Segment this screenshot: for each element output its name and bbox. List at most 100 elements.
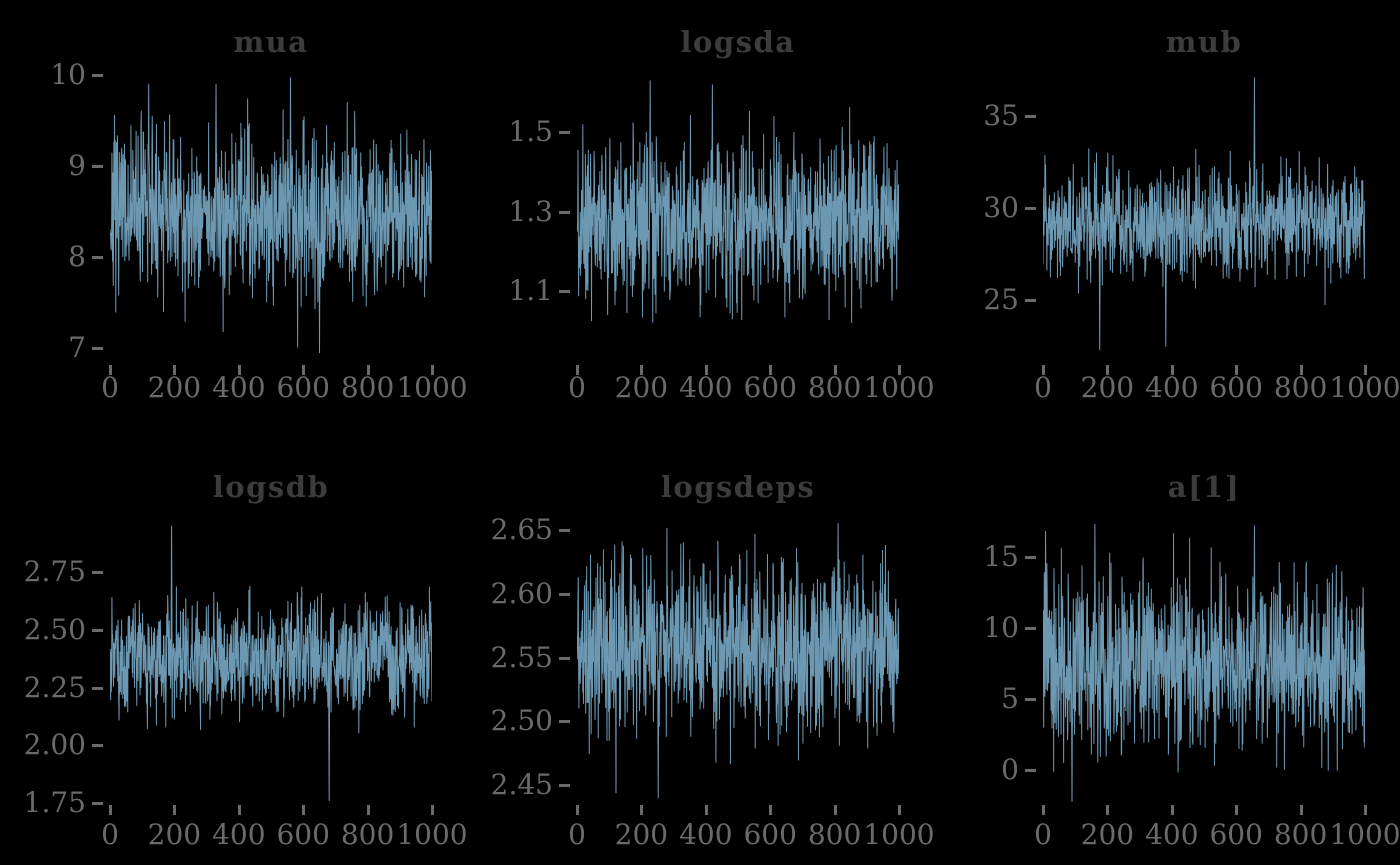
trace-line <box>577 80 899 323</box>
y-tick-label: 10 <box>983 611 1019 644</box>
y-tick-label: 2.50 <box>23 613 86 646</box>
x-tick-label: 800 <box>807 818 862 851</box>
x-tick-label: 1000 <box>396 371 468 404</box>
y-tick-mark <box>559 528 570 532</box>
x-tick-label: 600 <box>1209 818 1263 851</box>
x-tick-label: 1000 <box>863 371 935 404</box>
x-tick-mark <box>704 805 708 815</box>
x-tick-label: 0 <box>568 818 586 851</box>
x-tick-mark <box>366 365 370 375</box>
x-tick-mark <box>109 365 112 375</box>
x-tick-mark <box>898 805 901 815</box>
x-tick-mark <box>366 805 370 815</box>
x-tick-label: 800 <box>340 371 395 404</box>
x-tick-mark <box>237 805 241 815</box>
x-tick-label: 0 <box>1034 371 1052 404</box>
x-tick-mark <box>1299 805 1303 815</box>
subplot-title: logsda <box>680 25 796 59</box>
subplot: mua 10 9 8 7 0 200 400 600 800 1000 <box>0 0 467 433</box>
x-tick-mark <box>1235 805 1239 815</box>
x-tick-label: 0 <box>101 371 119 404</box>
x-tick-label: 200 <box>147 371 202 404</box>
x-tick-mark <box>237 365 241 375</box>
y-tick-mark <box>92 256 103 260</box>
x-tick-mark <box>173 365 177 375</box>
x-tick-mark <box>431 365 434 375</box>
x-tick-mark <box>1170 805 1174 815</box>
subplot-title: mua <box>233 25 309 59</box>
x-tick-mark <box>1106 805 1110 815</box>
y-tick-mark <box>92 744 103 748</box>
y-tick-label: 10 <box>50 58 86 91</box>
y-tick-label: 2.65 <box>490 512 553 546</box>
trace-plot <box>577 523 899 799</box>
y-tick-mark <box>559 210 570 214</box>
y-tick-mark <box>1025 207 1036 211</box>
x-tick-mark <box>640 365 644 375</box>
trace-line <box>110 77 432 354</box>
y-tick-mark <box>559 720 570 724</box>
trace-line <box>577 523 899 799</box>
x-tick-mark <box>302 365 306 375</box>
x-tick-label: 1000 <box>396 818 468 851</box>
trace-line <box>1043 523 1365 802</box>
y-tick-label: 35 <box>983 99 1019 133</box>
subplot: logsda 1.5 1.3 1.1 0 200 400 600 800 1000 <box>467 0 934 433</box>
x-tick-mark <box>576 365 579 375</box>
y-tick-label: 2.45 <box>490 768 553 802</box>
x-tick-label: 600 <box>276 371 330 404</box>
y-tick-mark <box>92 629 103 632</box>
x-tick-label: 400 <box>1145 371 1199 404</box>
y-tick-mark <box>92 74 103 77</box>
y-tick-mark <box>1025 769 1036 773</box>
x-tick-mark <box>1235 365 1239 375</box>
y-tick-mark <box>92 165 103 169</box>
x-tick-label: 800 <box>1273 818 1328 851</box>
subplot-title: mub <box>1165 25 1243 59</box>
x-tick-mark <box>302 805 306 815</box>
y-tick-label: 2.00 <box>23 728 86 762</box>
x-tick-mark <box>1364 805 1367 815</box>
x-tick-mark <box>833 805 837 815</box>
y-tick-label: 9 <box>68 149 86 183</box>
x-tick-label: 1000 <box>863 818 935 851</box>
x-tick-mark <box>898 365 901 375</box>
y-tick-label: 15 <box>983 539 1019 573</box>
trace-line <box>1043 77 1365 351</box>
x-tick-mark <box>431 805 434 815</box>
x-tick-label: 200 <box>147 818 202 851</box>
x-tick-mark <box>1299 365 1303 375</box>
subplot: mub 35 30 25 0 200 400 600 800 1000 <box>933 0 1400 433</box>
y-tick-label: 2.55 <box>490 640 553 674</box>
x-tick-mark <box>576 805 579 815</box>
x-tick-label: 0 <box>568 371 586 404</box>
y-tick-mark <box>559 656 570 660</box>
x-tick-label: 800 <box>340 818 395 851</box>
x-tick-mark <box>1364 365 1367 375</box>
x-tick-label: 200 <box>1080 818 1135 851</box>
y-tick-mark <box>1025 115 1036 119</box>
y-tick-label: 1.5 <box>508 115 553 149</box>
y-tick-mark <box>92 347 103 351</box>
x-tick-label: 600 <box>743 371 797 404</box>
x-tick-label: 800 <box>807 371 862 404</box>
x-tick-label: 400 <box>212 371 266 404</box>
trace-plot <box>110 525 432 802</box>
x-tick-mark <box>704 365 708 375</box>
y-tick-label: 2.25 <box>23 670 86 704</box>
y-tick-mark <box>559 289 570 293</box>
x-tick-label: 1000 <box>1329 818 1400 851</box>
x-tick-mark <box>833 365 837 375</box>
x-tick-mark <box>109 805 112 815</box>
x-tick-mark <box>769 805 773 815</box>
x-tick-mark <box>1042 805 1045 815</box>
y-tick-label: 8 <box>68 240 86 274</box>
y-tick-mark <box>1025 698 1036 702</box>
y-tick-label: 7 <box>68 331 86 365</box>
x-tick-label: 600 <box>743 818 797 851</box>
y-tick-mark <box>559 131 570 135</box>
y-tick-mark <box>559 784 570 788</box>
y-tick-mark <box>92 686 103 690</box>
x-tick-label: 400 <box>212 818 266 851</box>
